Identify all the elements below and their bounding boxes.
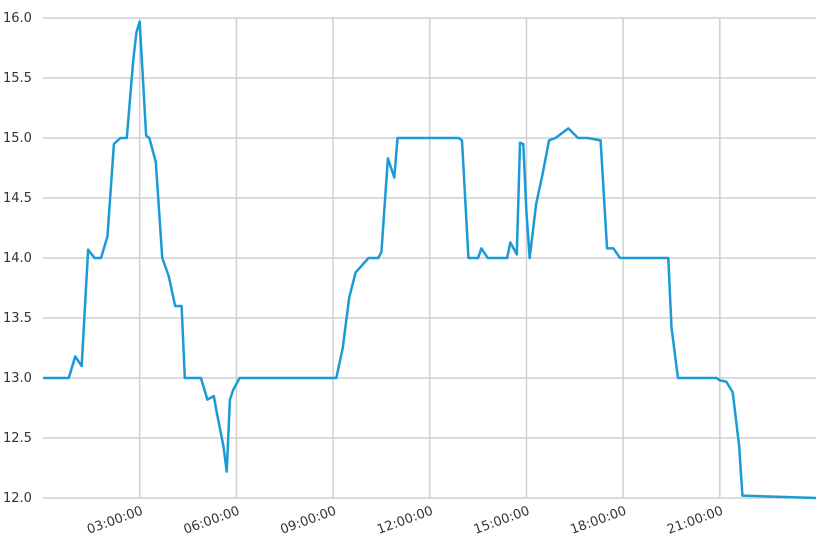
series-line bbox=[43, 20, 817, 500]
y-tick-label: 14.0 bbox=[3, 251, 32, 266]
x-tick-label: 18:00:00 bbox=[569, 504, 629, 538]
y-tick-label: 13.5 bbox=[3, 311, 32, 326]
x-tick-label: 21:00:00 bbox=[665, 504, 725, 538]
x-tick-label: 09:00:00 bbox=[278, 504, 338, 538]
y-axis-tick-labels: 12.0 12.5 13.0 13.5 14.0 14.5 15.0 15.5 16.0 bbox=[3, 11, 32, 506]
y-tick-label: 14.5 bbox=[3, 191, 32, 206]
x-axis-tick-labels: 03:00:00 06:00:00 09:00:00 12:00:00 15:00:00… bbox=[85, 504, 725, 538]
y-tick-label: 16.0 bbox=[3, 11, 32, 26]
y-tick-label: 12.0 bbox=[3, 491, 32, 506]
x-tick-label: 06:00:00 bbox=[182, 504, 242, 538]
y-tick-label: 13.0 bbox=[3, 371, 32, 386]
x-tick-label: 03:00:00 bbox=[85, 504, 145, 538]
y-tick-label: 12.5 bbox=[3, 431, 32, 446]
y-tick-label: 15.5 bbox=[3, 71, 32, 86]
y-tick-label: 15.0 bbox=[3, 131, 32, 146]
x-tick-label: 12:00:00 bbox=[375, 504, 435, 538]
vertical-gridlines bbox=[138, 18, 721, 498]
x-tick-label: 15:00:00 bbox=[472, 504, 532, 538]
